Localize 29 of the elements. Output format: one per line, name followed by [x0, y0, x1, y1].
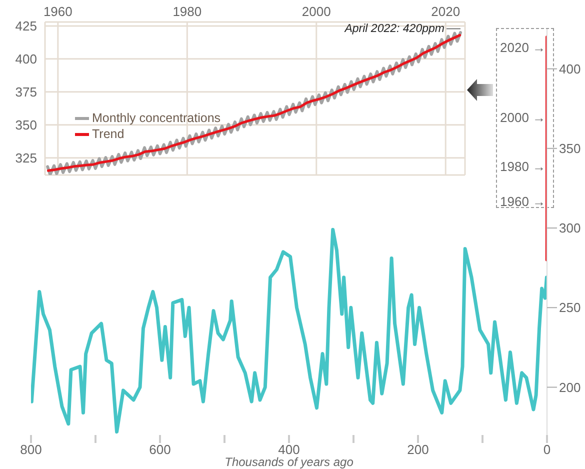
y-tick-label: 375	[15, 84, 37, 100]
y-tick-label: 425	[15, 18, 37, 34]
legend-label: Trend	[92, 126, 124, 142]
legend-label: Monthly concentrations	[92, 110, 221, 126]
x-tick-label: 600	[149, 442, 171, 458]
annotation: 1980 →	[500, 159, 546, 174]
x-tick-label: 2020	[431, 4, 460, 19]
y-tick-label: 350	[559, 141, 581, 156]
y-tick-label: 400	[559, 61, 581, 76]
x-tick-label: 200	[407, 442, 429, 458]
line-series	[545, 35, 547, 262]
y-tick-label: 400	[15, 52, 37, 67]
x-tick-label: 0	[543, 442, 551, 458]
annotation: 2020 →	[500, 40, 546, 55]
y-tick-label: 300	[559, 220, 581, 236]
annotation: April 2022: 420ppm	[344, 22, 445, 35]
y-tick-label: 200	[559, 380, 581, 395]
y-tick-label: 350	[15, 117, 37, 132]
line-series	[31, 228, 547, 434]
x-tick-label: 800	[20, 442, 42, 458]
x-tick-label: 400	[278, 442, 300, 458]
annotation: 2000 →	[500, 110, 546, 125]
x-axis-title: Thousands of years ago	[224, 455, 354, 469]
y-tick-label: 250	[559, 300, 581, 316]
x-tick-label: 1980	[172, 4, 202, 19]
x-tick-label: 1960	[43, 4, 72, 19]
y-tick-label: 325	[15, 150, 37, 166]
x-tick-label: 2000	[302, 4, 331, 19]
annotation: 1960 →	[500, 194, 546, 209]
